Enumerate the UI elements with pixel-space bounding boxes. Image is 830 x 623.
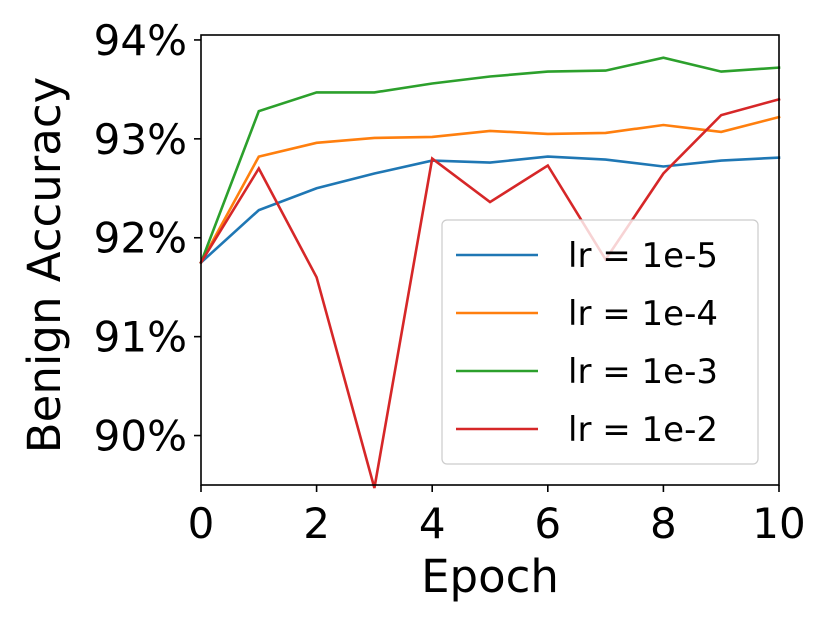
y-tick-label: 92% — [94, 214, 187, 263]
x-axis-title: Epoch — [421, 550, 559, 603]
series-layer — [199, 56, 781, 489]
legend-label-1: lr = 1e-5 — [568, 236, 718, 276]
x-axis: 0 2 4 6 8 10 — [188, 485, 806, 548]
legend-label-3: lr = 1e-3 — [568, 352, 718, 392]
series-line-1 — [199, 155, 781, 265]
x-tick-label: 4 — [419, 499, 446, 548]
legend-label-4: lr = 1e-2 — [568, 410, 718, 450]
y-axis-title: Benign Accuracy — [18, 77, 71, 453]
series-line-4 — [199, 97, 781, 489]
plot-frame — [200, 34, 780, 486]
legend: lr = 1e-5 lr = 1e-4 lr = 1e-3 lr = 1e-2 — [441, 219, 759, 465]
legend-box — [441, 219, 759, 465]
y-tick-label: 91% — [94, 313, 187, 362]
y-tick-label: 94% — [94, 16, 187, 65]
x-tick-label: 10 — [752, 499, 805, 548]
plot-area — [199, 34, 781, 489]
y-tick-label: 90% — [94, 412, 187, 461]
y-axis: 90% 91% 92% 93% 94% — [94, 16, 201, 461]
x-tick-label: 6 — [534, 499, 561, 548]
x-tick-label: 2 — [303, 499, 330, 548]
series-line-3 — [199, 56, 781, 265]
series-line-2 — [199, 115, 781, 265]
legend-label-2: lr = 1e-4 — [568, 294, 718, 334]
x-tick-label: 0 — [188, 499, 215, 548]
y-tick-label: 93% — [94, 115, 187, 164]
x-tick-label: 8 — [650, 499, 677, 548]
